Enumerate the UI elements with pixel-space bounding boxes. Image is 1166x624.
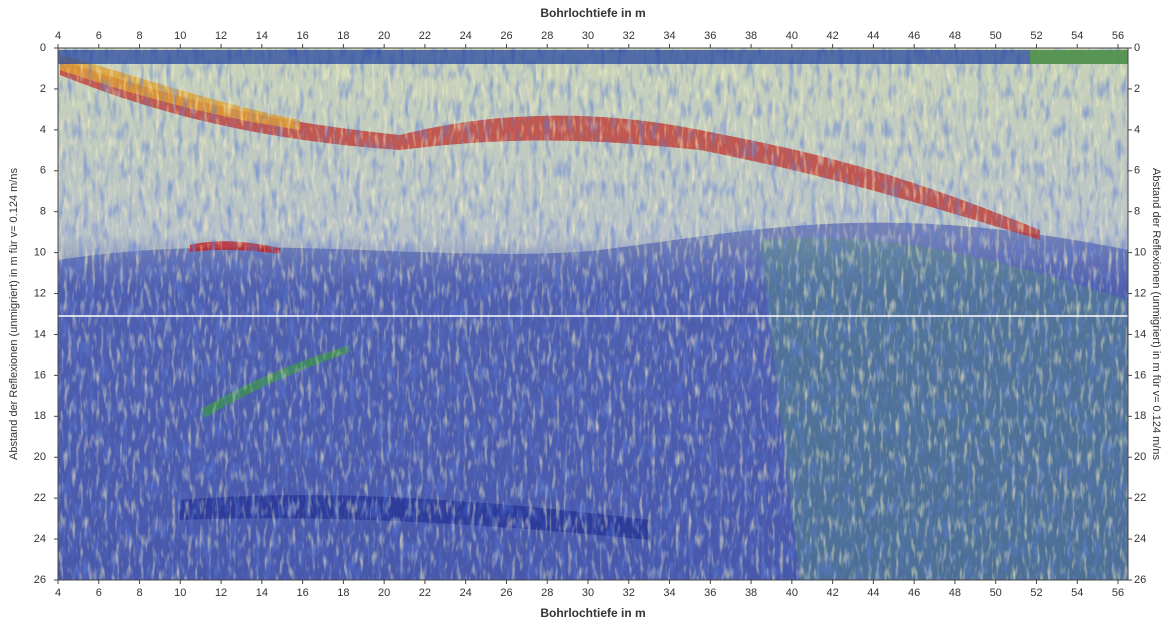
x-tick-label: 44 (867, 587, 879, 599)
x-tick-label: 24 (460, 30, 472, 42)
y-tick-label: 18 (34, 410, 46, 422)
x-tick-label: 32 (623, 30, 635, 42)
x-tick-label: 28 (541, 30, 553, 42)
x-tick-label: 44 (867, 30, 879, 42)
y-tick-label: 24 (1134, 533, 1146, 545)
x-tick-label: 52 (1030, 587, 1042, 599)
x-tick-label: 56 (1112, 30, 1124, 42)
x-tick-label: 42 (826, 30, 838, 42)
x-tick-label: 6 (96, 587, 102, 599)
y-tick-label: 2 (40, 83, 46, 95)
y-tick-label: 14 (1134, 328, 1146, 340)
x-tick-label: 24 (460, 587, 472, 599)
x-tick-label: 36 (704, 30, 716, 42)
y-tick-label: 20 (34, 451, 46, 463)
y-tick-label: 22 (1134, 492, 1146, 504)
x-tick-label: 50 (990, 30, 1002, 42)
x-tick-label: 8 (136, 30, 142, 42)
x-tick-label: 22 (419, 587, 431, 599)
x-tick-label: 40 (786, 587, 798, 599)
x-tick-label: 48 (949, 30, 961, 42)
x-tick-label: 38 (745, 587, 757, 599)
x-tick-label: 40 (786, 30, 798, 42)
x-tick-label: 42 (826, 587, 838, 599)
top-axis-title: Bohrlochtiefe in m (540, 6, 645, 20)
x-tick-label: 36 (704, 587, 716, 599)
x-tick-label: 14 (256, 30, 268, 42)
x-tick-label: 16 (296, 30, 308, 42)
left-axis-title: Abstand der Reflexionen (unmigriert) in … (8, 168, 20, 460)
x-tick-label: 22 (419, 30, 431, 42)
y-tick-label: 12 (1134, 287, 1146, 299)
y-tick-label: 4 (40, 124, 46, 136)
x-tick-label: 38 (745, 30, 757, 42)
x-tick-label: 4 (55, 30, 61, 42)
y-tick-label: 12 (34, 287, 46, 299)
x-tick-label: 52 (1030, 30, 1042, 42)
radargram-figure: Bohrlochtiefe in m Bohrlochtiefe in m Ab… (0, 0, 1166, 624)
x-tick-label: 20 (378, 30, 390, 42)
x-tick-label: 12 (215, 30, 227, 42)
x-tick-label: 50 (990, 587, 1002, 599)
x-tick-label: 10 (174, 30, 186, 42)
y-tick-label: 26 (1134, 574, 1146, 586)
y-tick-label: 8 (1134, 206, 1140, 218)
y-tick-label: 24 (34, 533, 46, 545)
x-tick-label: 14 (256, 587, 268, 599)
radargram-image (58, 48, 1128, 580)
y-tick-label: 6 (40, 165, 46, 177)
x-tick-label: 18 (337, 30, 349, 42)
y-tick-label: 0 (1134, 42, 1140, 54)
x-tick-label: 8 (136, 587, 142, 599)
x-tick-label: 18 (337, 587, 349, 599)
y-tick-label: 26 (34, 574, 46, 586)
x-tick-label: 30 (582, 30, 594, 42)
x-tick-label: 16 (296, 587, 308, 599)
x-tick-label: 56 (1112, 587, 1124, 599)
y-tick-label: 0 (40, 42, 46, 54)
x-tick-label: 34 (663, 587, 675, 599)
y-tick-label: 8 (40, 206, 46, 218)
y-tick-label: 10 (34, 247, 46, 259)
y-tick-label: 14 (34, 328, 46, 340)
x-tick-label: 26 (500, 587, 512, 599)
x-tick-label: 48 (949, 587, 961, 599)
x-tick-label: 4 (55, 587, 61, 599)
x-tick-label: 12 (215, 587, 227, 599)
y-tick-label: 18 (1134, 410, 1146, 422)
bottom-axis-title: Bohrlochtiefe in m (540, 606, 645, 620)
y-tick-label: 16 (1134, 369, 1146, 381)
x-tick-label: 54 (1071, 30, 1083, 42)
x-tick-label: 6 (96, 30, 102, 42)
y-tick-label: 22 (34, 492, 46, 504)
x-tick-label: 54 (1071, 587, 1083, 599)
x-tick-label: 34 (663, 30, 675, 42)
x-tick-label: 32 (623, 587, 635, 599)
x-tick-label: 30 (582, 587, 594, 599)
x-tick-label: 28 (541, 587, 553, 599)
y-tick-label: 20 (1134, 451, 1146, 463)
x-tick-label: 46 (908, 587, 920, 599)
y-tick-label: 16 (34, 369, 46, 381)
x-tick-label: 26 (500, 30, 512, 42)
y-tick-label: 4 (1134, 124, 1140, 136)
y-tick-label: 6 (1134, 165, 1140, 177)
right-axis-title: Abstand der Reflexionen (unmigriert) in … (1150, 168, 1162, 460)
x-tick-label: 46 (908, 30, 920, 42)
y-tick-label: 10 (1134, 247, 1146, 259)
y-tick-label: 2 (1134, 83, 1140, 95)
x-tick-label: 10 (174, 587, 186, 599)
x-tick-label: 20 (378, 587, 390, 599)
